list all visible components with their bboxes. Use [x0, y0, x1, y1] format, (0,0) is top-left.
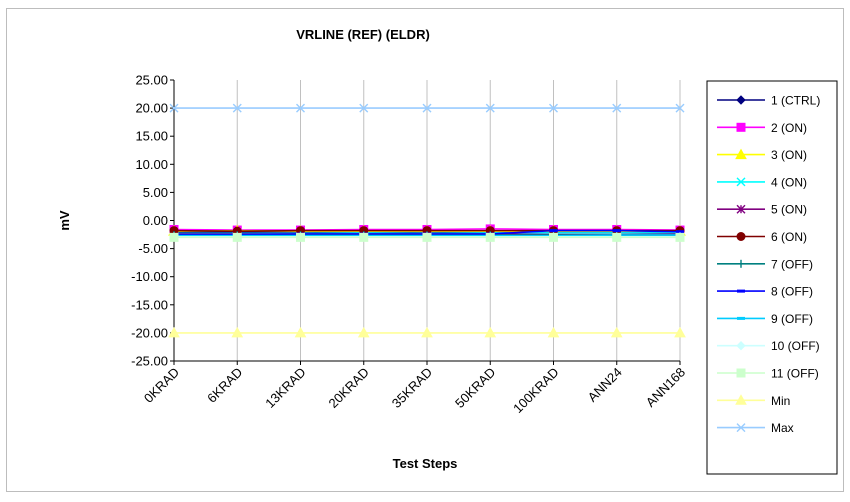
data-point — [169, 232, 179, 242]
data-point — [549, 229, 558, 233]
x-tick-label: ANN24 — [585, 365, 625, 405]
legend-marker — [736, 423, 746, 433]
data-point — [357, 326, 370, 338]
legend-entry-label: 10 (OFF) — [771, 339, 820, 353]
legend-entry-label: 6 (ON) — [771, 230, 807, 244]
y-tick-label: 20.00 — [135, 101, 168, 116]
legend-marker — [736, 122, 746, 132]
legend-entry-label: 1 (CTRL) — [771, 94, 820, 108]
data-point — [232, 232, 242, 242]
data-point — [296, 103, 305, 113]
data-point — [676, 230, 684, 234]
x-tick-label: 20KRAD — [326, 365, 372, 411]
y-axis-label: mV — [57, 210, 72, 231]
x-tick-label: 0KRAD — [141, 365, 182, 406]
legend-marker — [737, 259, 745, 268]
x-tick-label: 6KRAD — [204, 365, 245, 406]
y-tick-label: -15.00 — [131, 297, 168, 312]
legend-marker — [736, 232, 746, 241]
data-point — [674, 326, 686, 338]
x-tick-label: 35KRAD — [389, 365, 435, 411]
y-tick-label: 0.00 — [143, 213, 168, 228]
chart-title: VRLINE (REF) (ELDR) — [296, 27, 430, 42]
plot-area: 25.00 20.00 15.00 10.00 5.00 0.00 -5.00 -10.00 -… — [131, 73, 688, 417]
legend-entry-label: 11 (OFF) — [771, 367, 819, 381]
data-point — [612, 103, 622, 113]
data-point — [232, 103, 242, 113]
data-point — [549, 232, 558, 242]
y-tick-label: 5.00 — [143, 185, 168, 200]
y-tick-label: -20.00 — [131, 325, 168, 340]
y-tick-label: 15.00 — [135, 129, 168, 144]
data-point — [421, 326, 433, 338]
data-point — [610, 326, 623, 338]
line-chart: VRLINE (REF) (ELDR) mV Test Steps 25.002… — [57, 27, 838, 475]
data-point — [231, 326, 244, 338]
legend-marker — [735, 148, 747, 160]
y-tick-label: -25.00 — [131, 354, 168, 369]
x-tick-label: 13KRAD — [262, 365, 308, 411]
data-point — [294, 326, 307, 338]
data-point — [675, 103, 685, 113]
data-point — [359, 232, 369, 242]
legend-marker — [736, 177, 746, 187]
data-point — [169, 103, 179, 113]
x-axis-label: Test Steps — [393, 456, 458, 471]
legend-entry-label: Max — [771, 421, 794, 435]
x-tick-label: 50KRAD — [452, 365, 498, 411]
data-point — [485, 103, 495, 113]
y-tick-label: -5.00 — [138, 241, 168, 256]
legend-marker — [736, 95, 746, 105]
legend-entry-label: 9 (OFF) — [771, 312, 813, 326]
data-point — [549, 103, 558, 113]
data-point — [675, 232, 685, 242]
data-point — [422, 103, 432, 113]
legend-entry-label: Min — [771, 394, 790, 408]
legend: 1 (CTRL) 2 (ON) 3 (ON) 4 (ON) 5 (ON) 6 (ON) 7 … — [706, 80, 838, 475]
legend-entry-label: 3 (ON) — [771, 148, 807, 162]
y-tick-label: 25.00 — [135, 73, 168, 88]
x-tick-label: ANN168 — [643, 365, 688, 410]
chart-frame: VRLINE (REF) (ELDR) mV Test Steps 25.00 2… — [6, 8, 844, 492]
legend-marker — [736, 204, 746, 214]
y-tick-label: 10.00 — [135, 157, 168, 172]
legend-marker — [735, 394, 747, 405]
legend-marker — [737, 316, 745, 320]
data-point — [612, 232, 622, 242]
legend-entry-label: 7 (OFF) — [771, 257, 813, 271]
data-point — [612, 229, 621, 233]
legend-box — [706, 80, 838, 475]
legend-entry-label: 4 (ON) — [771, 175, 807, 189]
legend-marker — [736, 368, 746, 378]
data-point — [484, 326, 497, 338]
data-point — [485, 232, 495, 242]
data-point — [168, 326, 180, 338]
data-point — [547, 326, 560, 338]
x-tick-label: 100KRAD — [510, 365, 561, 416]
data-point — [359, 103, 369, 113]
legend-marker — [737, 289, 745, 293]
data-point — [296, 232, 305, 242]
legend-entry-label: 2 (ON) — [771, 121, 807, 135]
legend-entry-label: 5 (ON) — [771, 203, 807, 217]
data-point — [422, 232, 432, 242]
legend-marker — [736, 340, 746, 351]
legend-entry-label: 8 (OFF) — [771, 285, 813, 299]
y-tick-label: -10.00 — [131, 269, 168, 284]
